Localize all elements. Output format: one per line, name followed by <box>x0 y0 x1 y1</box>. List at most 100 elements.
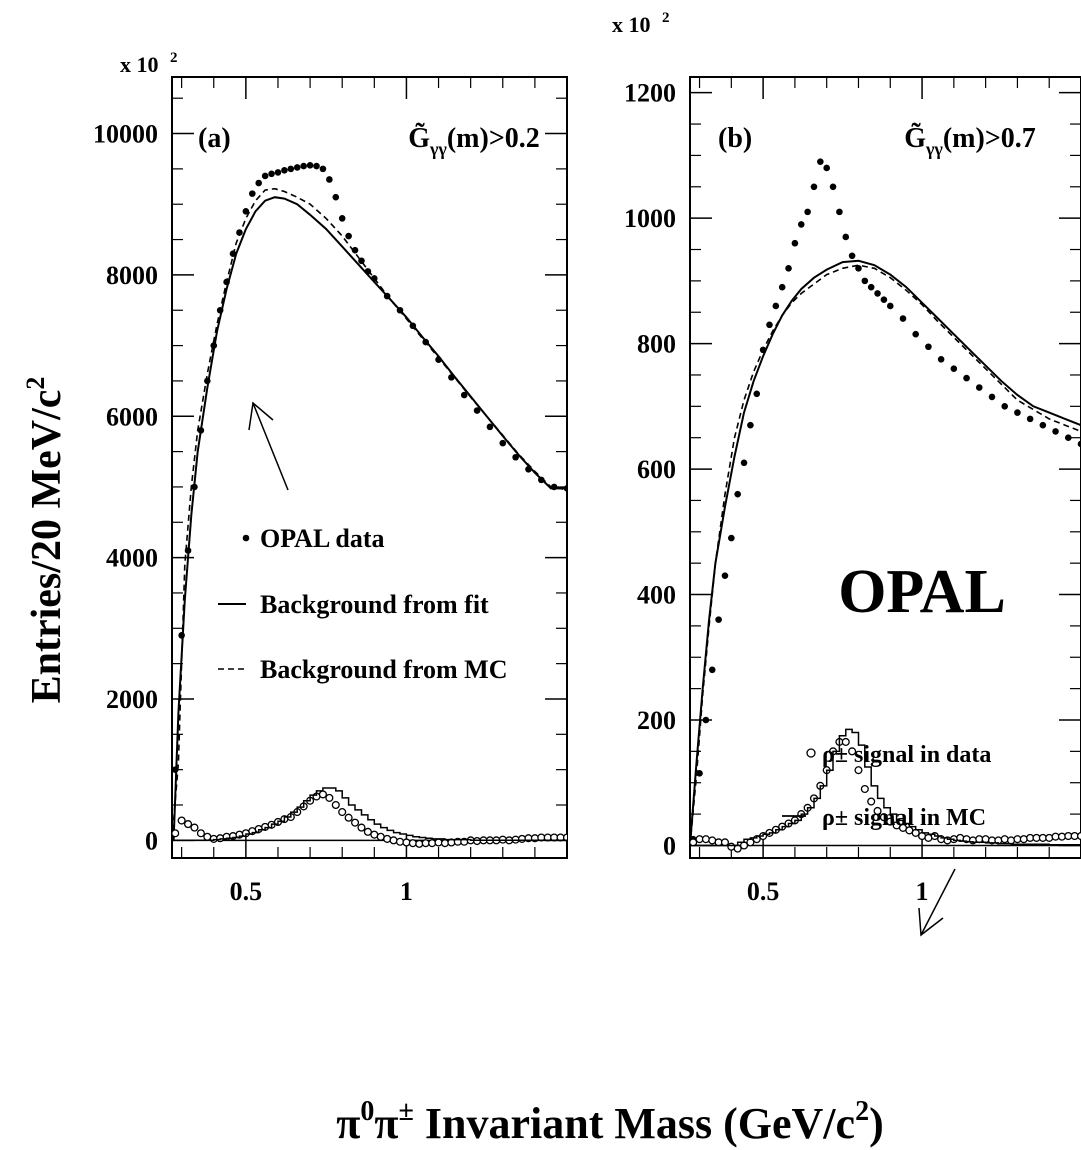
legend-data: OPAL data <box>260 524 384 553</box>
legend-dot <box>242 534 250 542</box>
data-point <box>899 315 907 322</box>
data-point <box>1014 409 1021 416</box>
signal-point <box>395 837 405 846</box>
data-point <box>740 459 748 467</box>
data-point <box>332 193 340 201</box>
series-background-from-fit <box>690 259 1081 846</box>
data-point <box>867 283 875 291</box>
signal-point <box>318 790 327 799</box>
data-point <box>255 179 263 187</box>
signal-point <box>720 838 730 847</box>
legend-signal-data: ρ± signal in data <box>822 742 991 768</box>
panel-a: 0 2000 4000 6000 8000 10000 0.5 1 x 10 2 (a) G̃γγ(m… <box>93 50 568 906</box>
panel-label: (a) <box>198 123 231 154</box>
signal-point <box>325 793 334 802</box>
series-signal-mc <box>175 787 567 842</box>
data-point <box>326 176 333 183</box>
signal-point <box>854 766 863 775</box>
signal-mc-histogram <box>175 787 567 842</box>
signal-point <box>331 800 340 810</box>
x-tick-label: 1 <box>916 877 929 906</box>
signal-point <box>190 823 199 832</box>
data-point <box>261 172 269 180</box>
signal-point <box>357 823 366 832</box>
data-point <box>804 208 811 216</box>
data-point <box>829 183 837 191</box>
data-point <box>287 165 295 173</box>
arrow-head <box>918 907 944 937</box>
y-tick-label: 600 <box>637 455 676 484</box>
data-point <box>300 162 307 170</box>
arrow-head <box>248 401 274 431</box>
data-point <box>313 162 320 170</box>
data-point <box>268 170 275 178</box>
series-signal-mc <box>693 728 1081 847</box>
y-tick-label: 800 <box>637 330 676 359</box>
mc-curve <box>690 264 1081 846</box>
data-point <box>785 265 792 272</box>
y-tick-label: 4000 <box>106 544 158 573</box>
signal-point <box>344 813 353 822</box>
series-background-from-fit <box>172 196 567 841</box>
data-point <box>937 355 945 363</box>
y-tick-label: 6000 <box>106 402 158 431</box>
plot-frame <box>689 76 1081 859</box>
data-point <box>778 283 786 291</box>
signal-point <box>1076 831 1081 841</box>
data-point <box>747 421 754 429</box>
data-point <box>242 207 250 215</box>
signal-point <box>196 829 205 838</box>
data-point <box>975 384 983 391</box>
signal-point <box>1019 835 1028 844</box>
signal-point <box>841 737 850 746</box>
signal-point <box>338 808 347 817</box>
data-point <box>345 232 352 240</box>
signal-point <box>428 839 437 848</box>
data-point <box>766 321 773 329</box>
signal-point <box>434 838 443 847</box>
data-point <box>721 572 729 580</box>
data-point <box>274 169 282 176</box>
y-tick-label: 1000 <box>624 204 676 233</box>
legend-signal-mc: ρ± signal in MC <box>822 805 986 831</box>
data-point <box>702 716 710 724</box>
data-point <box>1052 428 1059 435</box>
data-point <box>963 374 970 382</box>
signal-point <box>350 818 360 827</box>
signal-point <box>184 820 193 829</box>
signal-point <box>873 806 882 816</box>
data-point <box>460 391 468 399</box>
data-point <box>1039 421 1047 429</box>
data-point <box>248 190 256 197</box>
data-point <box>696 770 703 777</box>
data-point <box>1064 434 1072 442</box>
signal-point <box>408 839 417 848</box>
y-tick-label: 1200 <box>624 79 676 108</box>
signal-point <box>383 834 392 843</box>
panel-label: (b) <box>718 123 752 154</box>
y-tick-label: 400 <box>637 581 676 610</box>
x-tick-label: 0.5 <box>230 877 263 906</box>
data-point <box>912 330 919 338</box>
panel-b: 0 200 400 600 800 1000 1200 0.5 1 x 10 2 (b) G̃γγ(m)… <box>612 10 1081 937</box>
axis-multiplier-exp: 2 <box>662 10 670 26</box>
data-point <box>1077 440 1081 448</box>
signal-point <box>848 747 857 756</box>
data-point <box>715 616 722 623</box>
signal-point <box>517 834 527 843</box>
arrow-line <box>252 402 289 491</box>
data-point <box>823 164 830 172</box>
signal-point <box>177 816 186 825</box>
axis-multiplier: x 10 <box>612 12 651 37</box>
data-point <box>791 239 799 247</box>
data-point <box>836 208 843 216</box>
data-point <box>708 666 716 674</box>
data-point <box>797 221 805 228</box>
data-point <box>925 343 932 351</box>
y-axis-title: Entries/20 MeV/c2 <box>21 377 70 704</box>
data-point <box>499 439 507 447</box>
mc-curve <box>172 187 567 841</box>
signal-point <box>376 832 385 841</box>
signal-point <box>402 838 411 847</box>
